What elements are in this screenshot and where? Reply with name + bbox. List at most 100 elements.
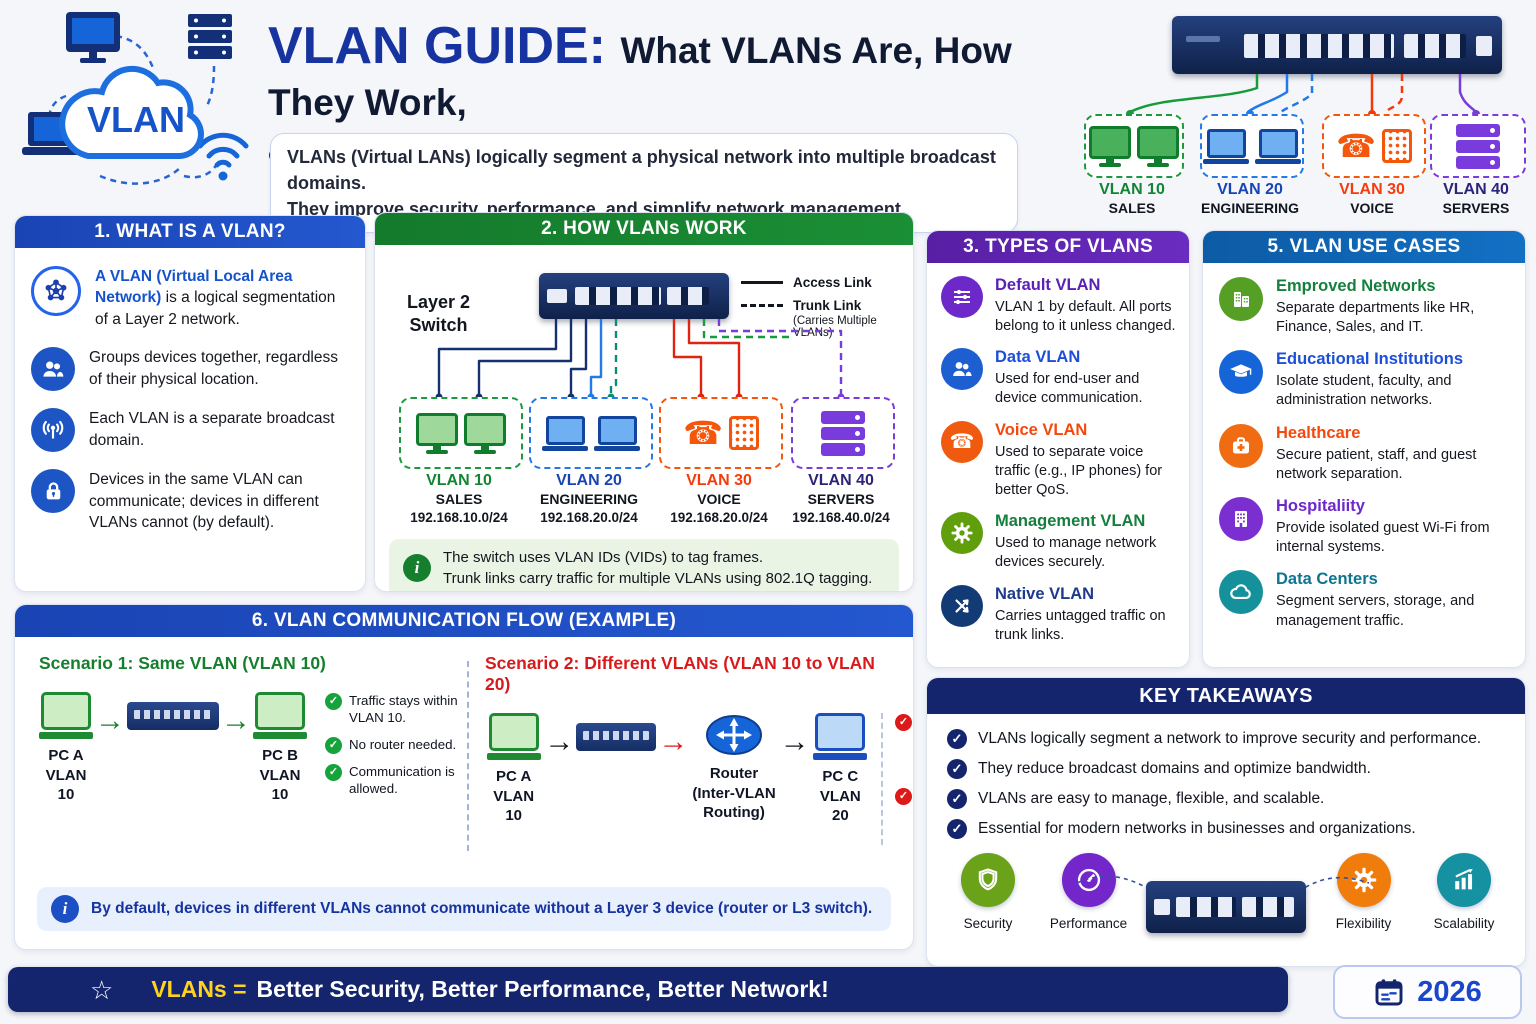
phone-icon: ☎ <box>1336 128 1376 164</box>
switch <box>127 692 219 730</box>
switch-icon <box>576 723 657 751</box>
takeaway-item: ✓ Essential for modern networks in busine… <box>947 818 1505 839</box>
arrow-icon: → <box>779 725 810 758</box>
list-item: Default VLAN VLAN 1 by default. All ports… <box>941 276 1177 336</box>
section-vlan-use-cases: 5. VLAN USE CASES Emproved Networks Separ… <box>1202 230 1526 668</box>
link-legend: Access Link Trunk Link (Carries Multiple… <box>741 275 899 339</box>
list-item: ☎ Voice VLAN Used to separate voice traff… <box>941 420 1177 501</box>
list-item: Data VLAN Used for end-user and device co… <box>941 348 1177 408</box>
scenario1: Scenario 1: Same VLAN (VLAN 10) PC A VLAN… <box>39 653 459 806</box>
access-link-sample <box>741 281 783 284</box>
section-key-takeaways: KEY TAKEAWAYS ✓ VLANs logically segment a… <box>926 677 1526 967</box>
scenario-divider <box>467 661 469 851</box>
pc-a: PC A VLAN 10 <box>485 713 542 826</box>
shuffle-icon <box>941 584 983 627</box>
arrow-icon: → <box>95 704 125 737</box>
star-icon: ☆ <box>90 974 114 1005</box>
vlan10-group <box>399 397 523 469</box>
list-item: A VLAN (Virtual Local Area Network) is a… <box>31 266 347 330</box>
vlan30-group: ☎ <box>1322 114 1426 178</box>
badge-security: Security <box>945 853 1031 931</box>
cloud-logo-text: VLAN <box>87 99 185 140</box>
trunk-link-sample <box>741 304 783 307</box>
vlan10-group <box>1084 114 1184 178</box>
scenario2-title: Scenario 2: Different VLANs (VLAN 10 to … <box>485 653 875 694</box>
vlan40-label: VLAN 40 SERVERS <box>1442 181 1510 216</box>
vlan30-label: VLAN 30 VOICE 192.168.20.0/24 <box>670 472 768 525</box>
section6-note: i By default, devices in different VLANs… <box>37 887 891 931</box>
chart-icon <box>1437 853 1491 907</box>
scenario2: Scenario 2: Different VLANs (VLAN 10 to … <box>485 653 912 845</box>
medical-kit-icon <box>1219 423 1263 468</box>
vlan20-label: VLAN 20 ENGINEERING 192.168.20.0/24 <box>539 472 638 525</box>
laptop-icon <box>594 415 640 451</box>
broadcast-icon <box>31 408 75 453</box>
building-icon <box>1219 277 1263 321</box>
vlan10-label: VLAN 10 SALES 192.168.10.0/24 <box>410 472 508 525</box>
wifi-icon <box>197 132 249 181</box>
section1-header: 1. WHAT IS A VLAN? <box>15 216 365 248</box>
info-icon: i <box>51 895 79 923</box>
graduation-cap-icon <box>1219 350 1263 395</box>
list-item: Each VLAN is a separate broadcast domain… <box>31 408 347 453</box>
arrow-icon: → <box>658 725 689 758</box>
server-icon <box>1456 123 1500 169</box>
server-icon <box>188 14 232 59</box>
scenario2-points: ✓Traffic must go to the router for inter… <box>881 713 913 845</box>
pc-a: PC A VLAN 10 <box>39 692 93 805</box>
title-line1: What VLANs Are, How They Work, <box>268 30 1012 123</box>
check-icon: ✓ <box>947 819 967 839</box>
list-item: Data Centers Segment servers, storage, an… <box>1219 570 1513 630</box>
lock-icon <box>31 469 75 514</box>
section5-header: 5. VLAN USE CASES <box>1203 231 1525 263</box>
list-item: Groups devices together, regardless of t… <box>31 347 347 392</box>
section3-header: 3. TYPES OF VLANS <box>927 231 1189 263</box>
phone-icon: ☎ <box>683 415 723 451</box>
title-highlight: VLAN GUIDE: <box>268 17 606 75</box>
keypad-icon <box>1381 129 1412 163</box>
list-item: Emproved Networks Separate departments li… <box>1219 277 1513 337</box>
section-types-of-vlans: 3. TYPES OF VLANS Default VLAN VLAN 1 by … <box>926 230 1190 668</box>
check-icon: ✓ <box>895 714 912 731</box>
sliders-icon <box>941 276 983 318</box>
list-item: Devices in the same VLAN can communicate… <box>31 469 347 533</box>
hotel-icon <box>1219 497 1263 542</box>
year-badge: 2026 <box>1333 965 1522 1019</box>
cloud-logo-graphic: VLAN <box>22 12 249 185</box>
list-item: Hospitaliity Provide isolated guest Wi-Fi… <box>1219 497 1513 557</box>
arrow-icon: → <box>544 725 575 758</box>
laptop-icon <box>1203 128 1249 164</box>
vlan40-label: VLAN 40 SERVERS 192.168.40.0/24 <box>792 472 890 525</box>
users-icon <box>31 347 75 392</box>
shield-icon <box>961 853 1015 907</box>
takeaway-item: ✓ VLANs are easy to manage, flexible, and… <box>947 788 1505 809</box>
scenario1-points: ✓ Traffic stays within VLAN 10. ✓ No route… <box>325 692 459 806</box>
check-icon: ✓ <box>895 788 912 805</box>
section-communication-flow: 6. VLAN COMMUNICATION FLOW (EXAMPLE) Sce… <box>14 604 914 950</box>
check-icon: ✓ <box>325 736 342 754</box>
list-item: Healthcare Secure patient, staff, and gue… <box>1219 423 1513 484</box>
top-connection-lines <box>1126 74 1480 118</box>
section-what-is-a-vlan: 1. WHAT IS A VLAN? A VLAN (Virtual Local… <box>14 215 366 592</box>
list-item: Educational Institutions Isolate student,… <box>1219 350 1513 410</box>
section2-connection-lines <box>435 319 845 401</box>
pc-icon <box>39 692 93 739</box>
cloud-icon <box>1219 570 1263 615</box>
router: Router (Inter-VLAN Routing) <box>690 713 777 823</box>
monitor-icon <box>1137 125 1179 167</box>
footer-banner: ☆ VLANs = Better Security, Better Perfor… <box>8 967 1288 1012</box>
monitor-icon <box>66 12 120 63</box>
info-icon: i <box>403 554 431 582</box>
check-icon: ✓ <box>325 763 342 781</box>
switch-graphic <box>539 273 729 319</box>
server-icon <box>821 410 865 456</box>
pc-icon <box>813 713 868 760</box>
check-icon: ✓ <box>325 693 342 710</box>
year-label: 2026 <box>1417 975 1482 1008</box>
scenario1-title: Scenario 1: Same VLAN (VLAN 10) <box>39 653 326 673</box>
switch-graphic <box>1146 881 1306 933</box>
layer2-switch-label: Layer 2 Switch <box>407 292 471 336</box>
check-icon: ✓ <box>947 759 967 779</box>
section2-header: 2. HOW VLANs WORK <box>375 213 913 245</box>
